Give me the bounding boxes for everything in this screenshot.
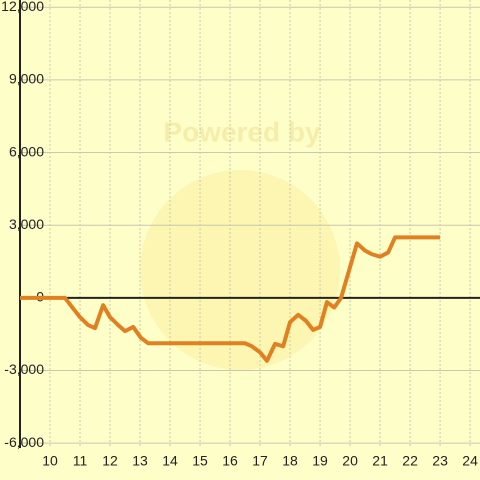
x-tick-label: 21 — [372, 453, 388, 469]
x-tick-label: 11 — [73, 453, 88, 469]
watermark: Powered by — [163, 116, 321, 147]
x-tick-label: 16 — [222, 453, 238, 469]
x-tick-label: 14 — [162, 453, 178, 469]
x-tick-label: 17 — [252, 453, 268, 469]
y-tick-label: -3,000 — [4, 361, 44, 377]
x-tick-label: 18 — [282, 453, 298, 469]
y-tick-label: 3,000 — [9, 216, 44, 232]
y-tick-label: 12,000 — [1, 0, 44, 14]
y-tick-label: 9,000 — [9, 71, 44, 87]
y-tick-label: 6,000 — [9, 143, 44, 159]
x-tick-label: 10 — [42, 453, 58, 469]
x-tick-label: 24 — [462, 453, 478, 469]
x-tick-label: 22 — [402, 453, 418, 469]
x-tick-label: 15 — [192, 453, 208, 469]
x-tick-label: 20 — [342, 453, 358, 469]
x-tick-label: 13 — [132, 453, 148, 469]
x-tick-label: 23 — [432, 453, 448, 469]
y-tick-label: -6,000 — [4, 434, 44, 450]
x-tick-label: 19 — [312, 453, 328, 469]
x-tick-label: 12 — [102, 453, 118, 469]
data-line — [20, 235, 441, 363]
